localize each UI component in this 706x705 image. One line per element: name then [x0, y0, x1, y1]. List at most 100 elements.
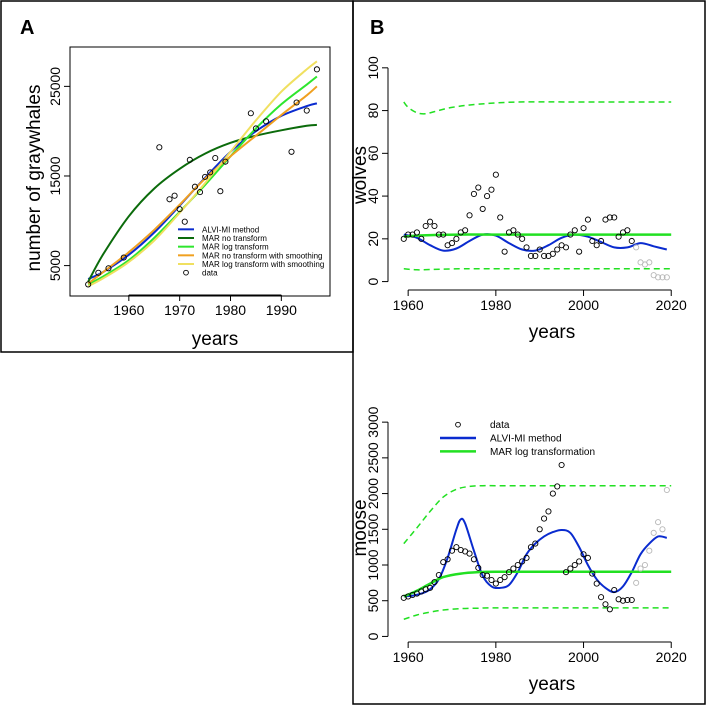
- series-line-mar-log-transformation: [403, 233, 672, 238]
- data-point: [584, 216, 591, 223]
- x-axis-label: years: [529, 322, 575, 343]
- series-line-mar-log-transform-with-smoothing: [87, 60, 318, 288]
- x-axis-label: years: [192, 329, 238, 350]
- data-point: [176, 206, 183, 213]
- data-point: [186, 156, 193, 163]
- data-point: [217, 188, 224, 195]
- data-point: [611, 586, 618, 594]
- x-tick-label: 1980: [480, 649, 511, 665]
- legend-label-mar-log-transform-with-smoothing: MAR log transform with smoothing: [202, 260, 324, 269]
- data-point: [427, 218, 434, 225]
- data-point: [576, 248, 583, 255]
- data-point-recent: [655, 274, 662, 281]
- y-tick-label: 100: [365, 56, 381, 80]
- y-tick-label: 80: [365, 103, 381, 119]
- data-point: [619, 597, 627, 604]
- data-point: [448, 240, 456, 247]
- data-point: [510, 565, 517, 572]
- data-point: [505, 569, 513, 576]
- data-point: [624, 227, 631, 234]
- data-point: [475, 564, 482, 571]
- panel-a-label: A: [20, 17, 34, 39]
- legend-label-mar-no-transform: MAR no transform: [202, 234, 267, 243]
- data-point: [263, 118, 270, 125]
- legend-marker-data: [183, 269, 189, 276]
- data-point: [196, 189, 204, 196]
- data-point: [413, 229, 420, 236]
- x-tick-label: 1970: [164, 302, 195, 318]
- data-point: [171, 192, 178, 199]
- y-tick-label: 25000: [47, 67, 63, 106]
- data-point: [400, 235, 407, 242]
- y-tick-label: 0: [365, 277, 381, 285]
- data-point: [571, 561, 578, 569]
- data-point: [584, 554, 591, 561]
- data-point: [554, 246, 561, 253]
- x-tick-label: 1980: [480, 297, 511, 313]
- data-point: [303, 107, 310, 114]
- x-tick-label: 1960: [393, 649, 424, 665]
- data-point: [519, 558, 526, 565]
- data-point-recent: [641, 561, 648, 569]
- data-point: [527, 252, 534, 259]
- panel-b-frame: [352, 0, 706, 705]
- x-tick-label: 2020: [656, 649, 687, 665]
- data-point: [475, 184, 482, 191]
- data-point: [606, 606, 613, 613]
- data-point: [405, 231, 412, 238]
- data-point: [440, 559, 447, 566]
- data-point: [593, 242, 600, 249]
- data-point: [580, 551, 587, 558]
- series-line-mar-upper-bound: [403, 484, 672, 545]
- data-point: [527, 544, 534, 551]
- panel-b-label: B: [370, 17, 384, 39]
- data-point: [313, 66, 320, 73]
- legend-label-mar-log-transformation: MAR log transformation: [490, 447, 595, 458]
- data-point: [571, 227, 578, 234]
- data-point: [427, 584, 434, 591]
- data-point: [523, 244, 530, 251]
- data-point: [435, 231, 442, 238]
- data-point: [431, 222, 438, 230]
- data-point: [252, 125, 259, 132]
- data-point: [576, 558, 583, 565]
- data-point: [492, 580, 499, 587]
- data-point: [207, 169, 214, 176]
- legend-label-alvi-mi-method: ALVI-MI method: [202, 225, 259, 234]
- y-tick-label: 1000: [365, 549, 381, 580]
- data-point: [488, 186, 495, 193]
- y-axis-label: number of graywhales: [24, 85, 45, 272]
- data-point: [562, 569, 570, 576]
- data-point: [562, 244, 570, 251]
- data-point: [589, 570, 596, 577]
- x-tick-label: 2020: [656, 297, 687, 313]
- data-point: [558, 461, 565, 469]
- data-point: [514, 231, 521, 238]
- data-point: [440, 231, 447, 238]
- data-point: [431, 579, 438, 586]
- data-point: [105, 265, 112, 272]
- data-point: [484, 572, 491, 579]
- data-point: [589, 237, 596, 245]
- data-point: [444, 556, 451, 563]
- data-point: [554, 483, 561, 490]
- series-line-mar-lower-bound: [403, 607, 672, 621]
- data-point: [598, 594, 605, 601]
- data-point: [545, 508, 552, 515]
- legend-label-data: data: [202, 269, 218, 278]
- data-point: [615, 233, 622, 240]
- data-point: [191, 183, 198, 190]
- series-line-mar-log-transform: [87, 75, 318, 286]
- y-tick-label: 500: [365, 589, 381, 613]
- x-tick-label: 1960: [113, 302, 144, 318]
- data-point-recent: [659, 526, 666, 533]
- legend-label-mar-log-transform: MAR log transform: [202, 243, 269, 252]
- data-point: [466, 550, 473, 557]
- y-tick-label: 0: [365, 632, 381, 640]
- y-tick-label: 5000: [47, 250, 63, 281]
- y-tick-label: 40: [365, 188, 381, 204]
- data-point: [470, 190, 477, 197]
- data-point: [514, 561, 521, 569]
- data-point-recent: [646, 547, 653, 554]
- x-axis-label: years: [529, 674, 575, 695]
